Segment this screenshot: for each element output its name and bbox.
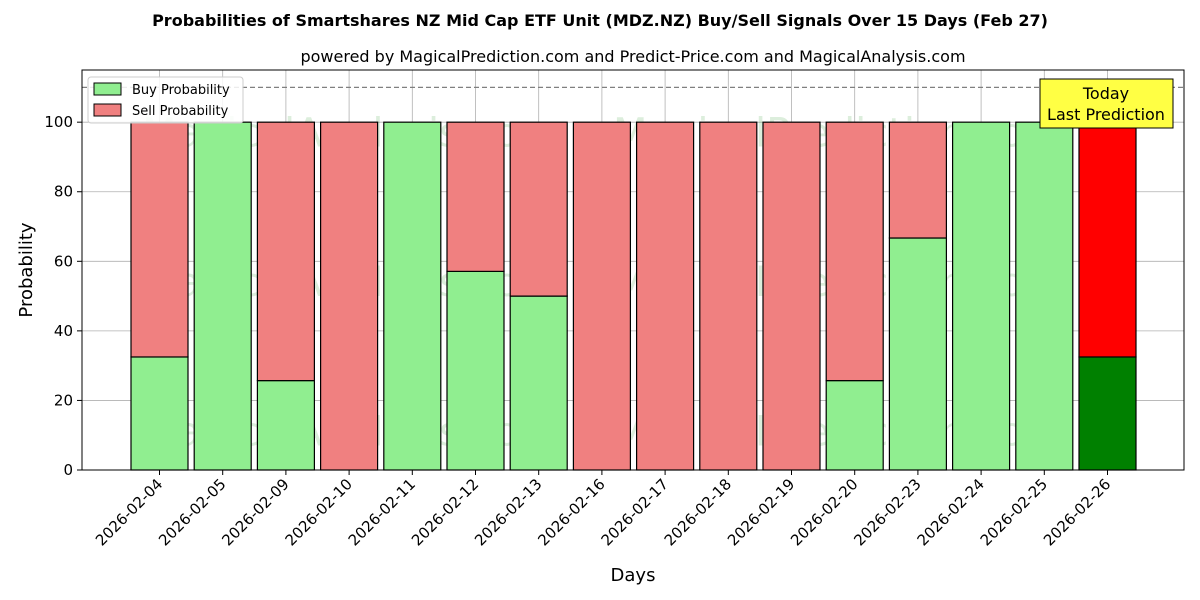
x-tick-label: 2026-02-20 [787,475,861,549]
buy-bar [130,356,189,471]
annotation-line-2: Last Prediction [1047,105,1165,124]
chart-subtitle: powered by MagicalPrediction.com and Pre… [300,47,965,66]
y-tick-label: 0 [63,461,73,479]
buy-bar [1078,356,1137,471]
sell-bar [320,121,379,471]
buy-bar [193,121,252,471]
y-tick-label: 60 [54,252,73,270]
sell-bar [699,121,758,471]
x-tick-label: 2026-02-16 [534,475,608,549]
x-tick-label: 2026-02-26 [1040,475,1114,549]
sell-bar [130,121,189,358]
y-axis-label: Probability [16,222,37,317]
legend-label-sell: Sell Probability [132,104,229,119]
x-tick-label: 2026-02-23 [850,475,924,549]
sell-bar [256,121,315,382]
x-axis-label: Days [611,565,656,586]
buy-bar [256,380,315,471]
sell-bar [1078,121,1137,358]
x-tick-label: 2026-02-05 [155,475,229,549]
annotation-box [1039,78,1174,129]
sell-bar [888,121,948,239]
buy-bar [888,237,948,471]
x-tick-label: 2026-02-04 [92,475,166,549]
x-tick-label: 2026-02-18 [661,475,735,549]
plot-frame [81,69,1185,471]
x-tick-label: 2026-02-11 [345,475,419,549]
sell-bar [509,121,568,297]
x-tick-label: 2026-02-12 [408,475,482,549]
sell-bar [572,121,632,471]
chart-title: Probabilities of Smartshares NZ Mid Cap … [152,11,1048,30]
plot-area: MagicalAnalysis.comMagicalPrediction.com… [44,69,1185,549]
sell-bar [446,121,505,272]
x-tick-label: 2026-02-25 [977,475,1051,549]
y-tick-label: 80 [54,183,73,201]
legend-swatch-buy [93,82,122,96]
buy-bar [1015,121,1074,471]
x-tick-label: 2026-02-10 [282,475,356,549]
sell-bar [825,121,884,382]
y-tick-label: 100 [44,113,73,131]
annotation-line-1: Today [1082,84,1129,103]
legend: Buy Probability Sell Probability [87,76,244,124]
x-tick-label: 2026-02-09 [218,475,292,549]
buy-bar [825,380,884,471]
legend-box [87,76,244,124]
y-tick-label: 20 [54,391,73,409]
y-tick-label: 40 [54,322,73,340]
legend-label-buy: Buy Probability [132,83,230,98]
sell-bar [762,121,821,471]
x-tick-label: 2026-02-17 [598,475,672,549]
buy-bar [951,121,1011,471]
buy-bar [446,270,505,471]
buy-bar [509,295,568,471]
legend-swatch-sell [93,103,122,117]
x-tick-label: 2026-02-19 [724,475,798,549]
sell-bar [635,121,695,471]
x-tick-label: 2026-02-24 [914,475,988,549]
x-tick-label: 2026-02-13 [471,475,545,549]
buy-bar [383,121,442,471]
today-annotation: Today Last Prediction [1039,78,1174,129]
